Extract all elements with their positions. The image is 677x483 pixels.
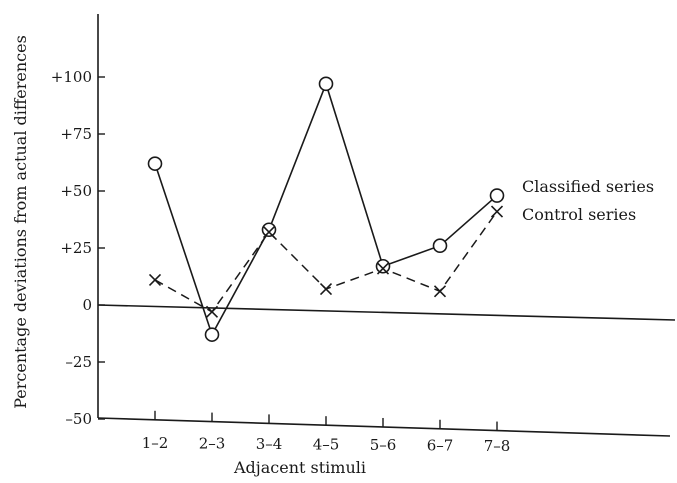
control-series-line bbox=[154, 211, 498, 313]
classified-point bbox=[261, 222, 277, 238]
classified-point bbox=[375, 258, 391, 274]
classified-point bbox=[147, 156, 163, 171]
control-point bbox=[376, 262, 390, 275]
y-tick-label: +25 bbox=[60, 239, 92, 257]
classified-point bbox=[318, 76, 334, 92]
legend-control-series: Control series bbox=[522, 205, 636, 224]
x-tick-label: 3–4 bbox=[256, 435, 283, 453]
legend-classified-series: Classified series bbox=[522, 177, 654, 196]
y-tick-label: +75 bbox=[60, 125, 92, 143]
x-axis-title: Adjacent stimuli bbox=[233, 458, 366, 477]
x-tick-label: 6–7 bbox=[427, 437, 454, 455]
y-tick-label: –25 bbox=[65, 353, 92, 371]
classified-point bbox=[432, 238, 448, 254]
axes bbox=[97, 14, 676, 437]
x-tick-label: 4–5 bbox=[313, 436, 340, 454]
classified-point bbox=[489, 188, 505, 203]
x-tick-label: 2–3 bbox=[199, 435, 226, 453]
y-tick-label: 0 bbox=[82, 296, 92, 314]
x-tick-label: 1–2 bbox=[142, 434, 169, 452]
classified-point bbox=[204, 327, 220, 342]
control-point bbox=[262, 225, 276, 239]
y-ticks: +100 +75 +50 +25 0 –25 –50 bbox=[51, 68, 105, 428]
control-point bbox=[490, 205, 504, 218]
zero-reference-line bbox=[97, 304, 676, 321]
series-group: Classified series Control series bbox=[147, 76, 654, 342]
y-tick-label: +50 bbox=[60, 182, 92, 200]
x-axis-line bbox=[97, 417, 671, 437]
x-ticks: 1–2 2–3 3–4 4–5 5–6 6–7 7–8 bbox=[142, 410, 511, 455]
control-point bbox=[433, 285, 447, 298]
control-point bbox=[148, 273, 162, 286]
classified-series-line bbox=[154, 81, 498, 337]
y-tick-label: +100 bbox=[51, 68, 92, 86]
y-axis-title: Percentage deviations from actual differ… bbox=[11, 35, 30, 409]
x-tick-label: 5–6 bbox=[370, 436, 397, 454]
control-point bbox=[205, 305, 219, 318]
x-tick-label: 7–8 bbox=[484, 437, 511, 455]
control-point bbox=[319, 282, 333, 296]
y-tick-label: –50 bbox=[65, 410, 92, 428]
